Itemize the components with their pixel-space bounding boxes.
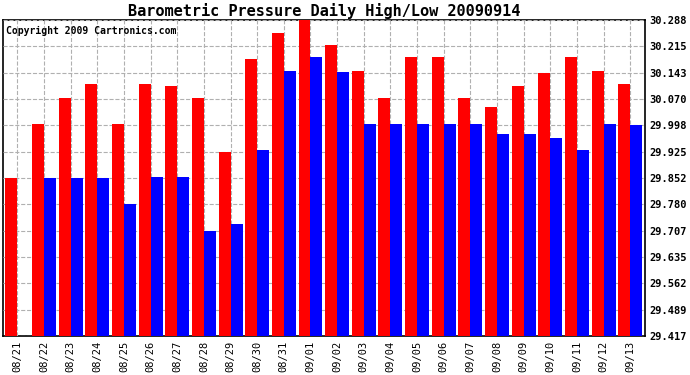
Bar bbox=[310, 57, 322, 336]
Bar bbox=[44, 178, 56, 336]
Bar bbox=[512, 86, 524, 336]
Title: Barometric Pressure Daily High/Low 20090914: Barometric Pressure Daily High/Low 20090… bbox=[128, 3, 520, 19]
Bar bbox=[257, 150, 269, 336]
Bar bbox=[284, 71, 296, 336]
Bar bbox=[591, 71, 604, 336]
Bar bbox=[391, 124, 402, 336]
Bar bbox=[565, 57, 577, 336]
Bar bbox=[245, 59, 257, 336]
Bar bbox=[204, 231, 216, 336]
Bar bbox=[97, 178, 109, 336]
Bar bbox=[417, 124, 429, 336]
Text: Copyright 2009 Cartronics.com: Copyright 2009 Cartronics.com bbox=[6, 26, 177, 36]
Bar bbox=[139, 84, 150, 336]
Bar bbox=[524, 134, 535, 336]
Bar bbox=[124, 204, 136, 336]
Bar bbox=[364, 124, 376, 336]
Bar bbox=[337, 72, 349, 336]
Bar bbox=[538, 73, 551, 336]
Bar bbox=[166, 86, 177, 336]
Bar bbox=[299, 20, 310, 336]
Bar bbox=[59, 98, 70, 336]
Bar bbox=[352, 71, 364, 336]
Bar bbox=[192, 98, 204, 336]
Bar bbox=[471, 124, 482, 336]
Bar bbox=[150, 177, 163, 336]
Bar bbox=[577, 150, 589, 336]
Bar bbox=[630, 125, 642, 336]
Bar bbox=[444, 124, 455, 336]
Bar bbox=[6, 178, 17, 336]
Bar bbox=[497, 134, 509, 336]
Bar bbox=[325, 45, 337, 336]
Bar bbox=[177, 177, 189, 336]
Bar bbox=[458, 98, 471, 336]
Bar bbox=[219, 152, 230, 336]
Bar bbox=[112, 124, 124, 336]
Bar bbox=[32, 124, 44, 336]
Bar bbox=[378, 98, 391, 336]
Bar bbox=[432, 57, 444, 336]
Bar bbox=[485, 107, 497, 336]
Bar bbox=[86, 84, 97, 336]
Bar bbox=[272, 33, 284, 336]
Bar bbox=[618, 84, 630, 336]
Bar bbox=[405, 57, 417, 336]
Bar bbox=[70, 178, 83, 336]
Bar bbox=[230, 224, 243, 336]
Bar bbox=[604, 124, 615, 336]
Bar bbox=[551, 138, 562, 336]
